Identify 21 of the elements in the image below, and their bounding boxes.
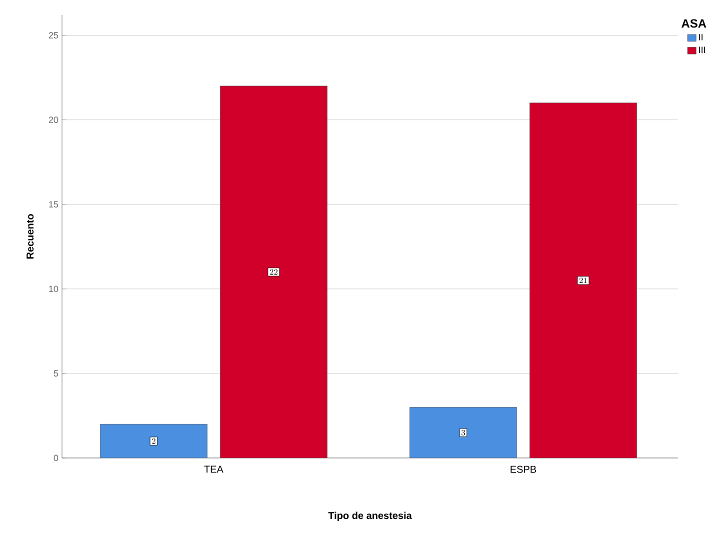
data-label: 21: [579, 278, 587, 284]
data-label: 2: [152, 438, 156, 444]
legend-title: ASA: [682, 19, 706, 28]
y-tick-label: 0: [54, 454, 58, 462]
bar: [530, 102, 637, 458]
y-tick-label: 25: [48, 32, 58, 38]
bar: [100, 424, 208, 458]
y-axis-title: Recuento: [26, 214, 34, 259]
y-tick-label: 10: [49, 286, 58, 292]
x-tick-label: TEA: [204, 466, 224, 473]
x-tick-label: ESPB: [510, 466, 536, 473]
y-tick-label: 15: [49, 201, 58, 208]
legend-label: III: [699, 46, 705, 53]
bar: [410, 407, 517, 458]
y-tick-label: 5: [54, 370, 58, 377]
legend-label: II: [699, 34, 702, 40]
y-tick-label: 20: [48, 116, 58, 124]
data-label: 22: [270, 269, 278, 275]
bar: [220, 86, 328, 458]
x-axis-title: Tipo de anestesia: [328, 512, 412, 522]
data-label: 3: [461, 430, 465, 436]
